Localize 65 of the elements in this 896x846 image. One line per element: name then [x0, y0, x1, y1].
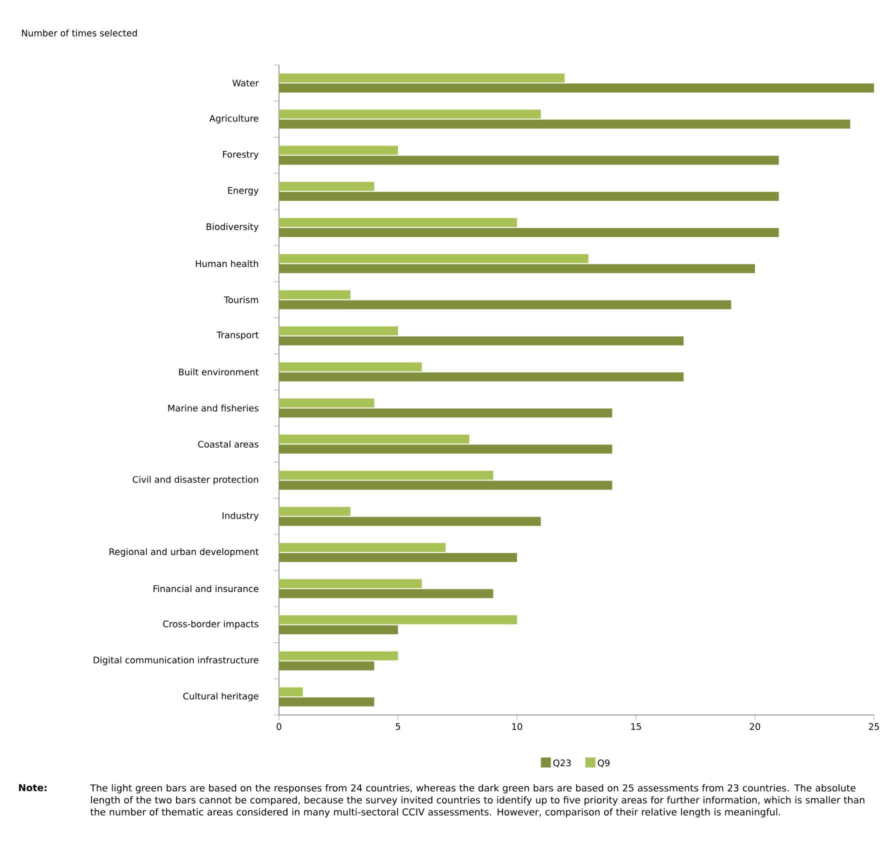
bar [279, 506, 350, 516]
bar [279, 480, 612, 490]
x-tick-label: 15 [631, 723, 641, 730]
bar [279, 552, 518, 562]
bar [279, 398, 374, 408]
bar [279, 408, 612, 418]
bar [279, 516, 541, 526]
bar [279, 254, 588, 264]
y-tick-label: Forestry [223, 151, 259, 160]
bar [279, 589, 494, 598]
y-tick-label: Digital communication infrastructure [94, 656, 258, 666]
bar [279, 110, 541, 119]
bar [279, 192, 779, 201]
bar [279, 444, 612, 454]
y-tick-label: Regional and urban development [110, 548, 259, 557]
text: The light green bars are based on the responses from 24 countries, whereas the dark green bars are based on 25 assessments from 23 countries. The absolute length of the two bars cannot be compared, because the survey invited countries to identify up to five priority areas for further information, which is smaller than the number of thematic areas considered in many multi-sectoral CCIV assessments. However, comparison of their relative length is meaningful. [90, 784, 864, 818]
bar [279, 300, 732, 310]
bar [279, 615, 518, 624]
y-tick-label: Industry [222, 512, 259, 521]
bar [279, 542, 446, 552]
bar [279, 74, 565, 83]
y-tick-label: Coastal areas [198, 440, 258, 448]
bar [279, 218, 518, 227]
bar [279, 661, 374, 670]
y-tick-label: Built environment [179, 368, 259, 376]
bar [279, 228, 779, 237]
x-tick-label: 5 [396, 723, 400, 730]
bar [279, 264, 756, 274]
bar [279, 372, 684, 382]
bar [279, 687, 303, 696]
bar [279, 697, 374, 706]
bar [279, 625, 398, 634]
bar [279, 434, 470, 444]
y-tick-label: Energy [228, 187, 259, 196]
y-tick-label: Biodiversity [206, 223, 259, 232]
bar [279, 182, 374, 191]
y-tick-label: Marine and fisheries [168, 404, 258, 412]
legend-label: Q9 [598, 759, 610, 768]
bar [279, 651, 398, 660]
y-tick-label: Water [232, 80, 259, 86]
bar [279, 290, 350, 300]
bar [279, 156, 779, 165]
bar [279, 120, 850, 129]
y-tick-label: Agriculture [209, 114, 258, 124]
y-tick-label: Cross-border impacts [163, 620, 258, 630]
y-tick-label: Tourism [224, 296, 258, 304]
text: Note: [19, 784, 46, 792]
x-tick-label: 10 [512, 723, 522, 730]
bar [279, 579, 422, 588]
y-tick-label: Financial and insurance [154, 585, 258, 592]
bar [279, 84, 874, 93]
bar [279, 336, 684, 346]
x-axis-title: Number of times selected [22, 30, 137, 36]
y-tick-label: Transport [216, 332, 259, 340]
bar [279, 470, 494, 480]
bar [279, 146, 398, 155]
legend-label: Q23 [553, 759, 571, 768]
y-tick-label: Human health [196, 260, 258, 268]
bar [279, 362, 422, 372]
y-tick-label: Cultural heritage [183, 692, 258, 702]
x-tick-label: 25 [868, 723, 879, 730]
x-tick-label: 20 [750, 723, 760, 730]
y-tick-label: Civil and disaster protection [132, 476, 258, 485]
bar [279, 326, 398, 336]
x-tick-label: 0 [276, 723, 282, 730]
